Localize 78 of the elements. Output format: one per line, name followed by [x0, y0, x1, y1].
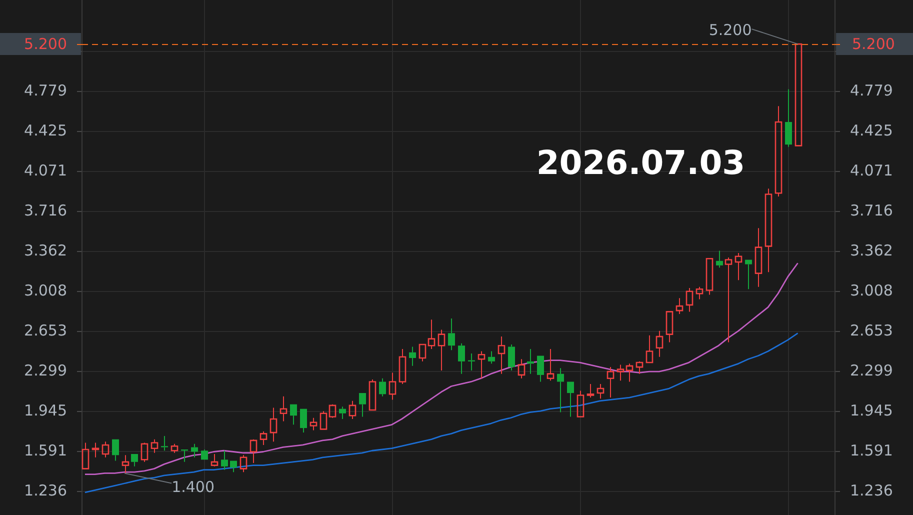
- y-tick-label: 2.653: [24, 322, 67, 340]
- candlestick: [794, 43, 802, 146]
- y2-tick-label: 1.236: [850, 482, 893, 500]
- y2-tick-label: 3.716: [850, 202, 893, 220]
- candlestick: [646, 334, 654, 364]
- candlestick: [586, 383, 594, 398]
- candlestick: [734, 252, 742, 281]
- y2-tick-label: 3.362: [850, 242, 893, 260]
- y-tick-label: 3.008: [24, 282, 67, 300]
- candlestick: [270, 407, 278, 442]
- y-tick-label: 3.362: [24, 242, 67, 260]
- candlestick: [567, 382, 574, 418]
- y2-tick-label: 2.299: [850, 362, 893, 380]
- candlestick: [656, 330, 664, 358]
- candlestick: [339, 406, 346, 420]
- candlestick: [488, 350, 495, 364]
- y-tick-label: 4.779: [24, 81, 67, 100]
- candlestick: [310, 417, 318, 431]
- y2-tick-label: 2.653: [850, 322, 893, 340]
- candlestick: [785, 88, 792, 148]
- candlestick: [676, 298, 684, 314]
- candlestick: [498, 336, 506, 374]
- candlestick: [518, 358, 526, 379]
- candlestick: [290, 404, 297, 426]
- candlestick: [388, 372, 396, 400]
- candlestick: [686, 287, 694, 312]
- y-tick-label: 1.945: [24, 402, 67, 420]
- text: 2026.07.03: [536, 143, 746, 182]
- candlestick: [546, 348, 554, 382]
- candlestick: [537, 356, 544, 382]
- candlestick: [210, 454, 218, 467]
- candlestick: [428, 319, 436, 350]
- y2-tick-label: 4.071: [850, 161, 893, 180]
- y2-tick-label: 1.591: [850, 442, 893, 460]
- candlestick: [716, 250, 723, 268]
- y-tick-label: 1.236: [24, 482, 67, 500]
- candlestick: [191, 443, 198, 458]
- candlestick: [300, 408, 307, 434]
- candlestick: [724, 257, 732, 343]
- candlestick: [478, 350, 486, 379]
- y2-tick-label: 1.945: [850, 402, 893, 420]
- text: 5.200: [852, 34, 895, 53]
- candlestick: [606, 366, 614, 398]
- candlestick: [508, 344, 515, 371]
- candlestick: [448, 318, 455, 351]
- candlestick: [359, 393, 366, 418]
- candlestick: [754, 228, 762, 288]
- y-tick-label: 2.299: [24, 362, 67, 380]
- candlestick: [112, 439, 119, 462]
- candlestick: [596, 383, 604, 400]
- candlestick: [557, 368, 564, 413]
- candlestick: [398, 348, 406, 384]
- annotation: 5.200: [708, 20, 752, 39]
- candlestick: [409, 346, 416, 366]
- candlestick: [92, 442, 100, 458]
- y2-tick-label: 4.779: [850, 81, 893, 100]
- candlestick: [616, 364, 624, 382]
- candlestick: [122, 454, 130, 474]
- candlestick: [131, 454, 138, 467]
- candlestick: [458, 342, 465, 374]
- ref-line-label: 5.200: [24, 34, 67, 53]
- y2-tick-label: 3.008: [850, 282, 893, 300]
- candlestick: [230, 460, 237, 473]
- annotation: 1.400: [172, 478, 215, 496]
- candlestick: [221, 450, 228, 470]
- y-tick-label: 4.425: [24, 121, 67, 140]
- candlestick: [280, 396, 288, 422]
- candlestick: [774, 106, 782, 198]
- candlestick: [764, 188, 772, 273]
- candlestick: [379, 378, 386, 397]
- candlestick: [438, 329, 446, 371]
- y-tick-label: 1.591: [24, 442, 67, 460]
- y-tick-label: 4.071: [24, 161, 67, 180]
- candlestick: [250, 438, 258, 464]
- y-tick-label: 3.716: [24, 202, 67, 220]
- candlestick: [626, 363, 634, 382]
- y2-tick-label: 4.425: [850, 121, 893, 140]
- candlestick: [745, 260, 752, 290]
